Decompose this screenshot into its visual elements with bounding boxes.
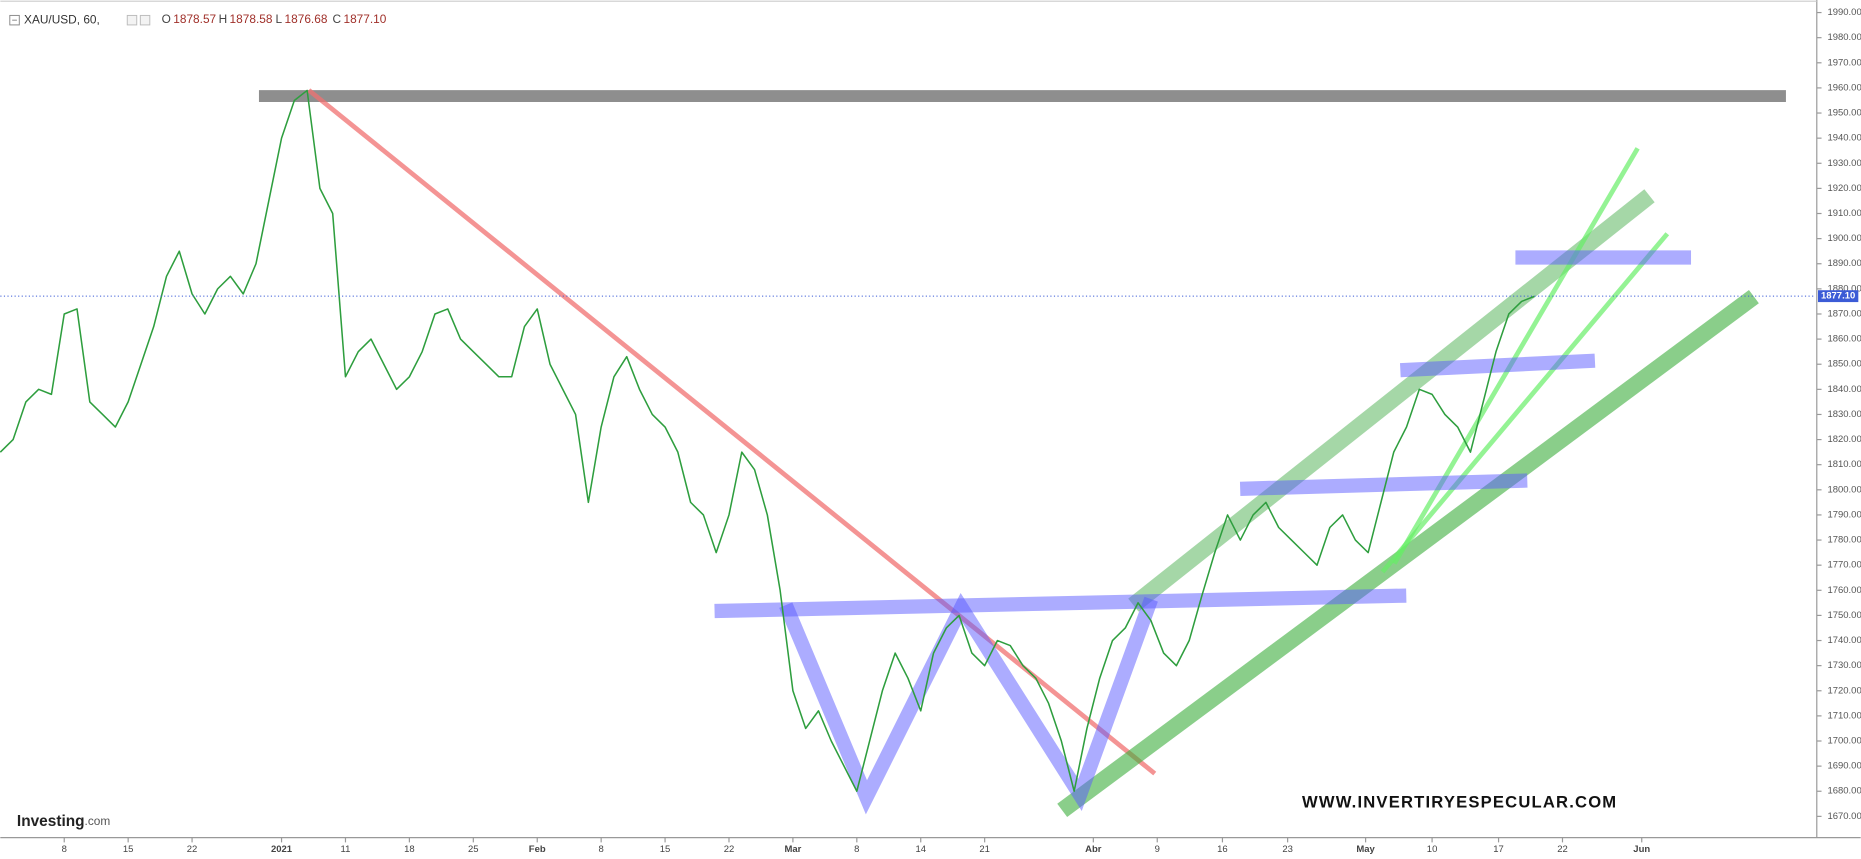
double-bottom-pattern <box>779 593 1158 815</box>
y-tick-label: 1790.00 <box>1827 509 1861 520</box>
symbol-title: XAU/USD, 60, <box>24 12 100 26</box>
y-tick-label: 1750.00 <box>1827 610 1861 621</box>
collapse-icon[interactable] <box>9 14 20 26</box>
y-tick-label: 1890.00 <box>1827 258 1861 269</box>
ohlc-item: H 1878.58 <box>219 12 273 26</box>
last-price-box <box>1817 290 1859 303</box>
ohlc-item: L 1876.68 <box>276 12 328 26</box>
y-tick-label: 1710.00 <box>1827 710 1861 721</box>
x-tick-label: 9 <box>1155 844 1160 855</box>
y-tick-label: 1810.00 <box>1827 459 1861 470</box>
ohlc-value: 1877.10 <box>343 12 386 26</box>
x-tick-label: 22 <box>1557 844 1568 855</box>
x-tick-label: Abr <box>1085 844 1102 855</box>
neckline-band <box>714 588 1407 619</box>
x-tick-label: 2021 <box>271 844 293 855</box>
logo: Investing.com <box>17 813 110 830</box>
ohlc-name: C <box>333 12 342 26</box>
y-tick-label: 1850.00 <box>1827 359 1861 370</box>
channel-lower <box>1057 289 1759 818</box>
x-tick-label: 18 <box>404 844 415 855</box>
steep-trend <box>1392 147 1640 565</box>
x-tick-label: Mar <box>784 844 801 855</box>
y-tick-label: 1900.00 <box>1827 233 1861 244</box>
x-tick-label: 17 <box>1493 844 1504 855</box>
x-tick-label: 8 <box>62 844 67 855</box>
y-tick-label: 1930.00 <box>1827 158 1861 169</box>
y-tick-label: 1980.00 <box>1827 32 1861 43</box>
y-tick-label: 1670.00 <box>1827 811 1861 822</box>
x-tick-label: 23 <box>1282 844 1293 855</box>
y-tick-label: 1860.00 <box>1827 334 1861 345</box>
y-tick-label: 1700.00 <box>1827 736 1861 747</box>
x-tick-label: 11 <box>341 844 351 855</box>
close-icon[interactable] <box>139 14 151 26</box>
x-tick-label: 15 <box>123 844 134 855</box>
ohlc-value: 1878.58 <box>230 12 273 26</box>
y-tick-label: 1820.00 <box>1827 434 1861 445</box>
y-tick-label: 1940.00 <box>1827 133 1861 144</box>
y-tick-label: 1800.00 <box>1827 484 1861 495</box>
y-tick-label: 1720.00 <box>1827 685 1861 696</box>
logo-suffix: .com <box>85 814 111 828</box>
y-tick-label: 1880.00 <box>1827 283 1861 294</box>
y-tick-label: 1690.00 <box>1827 761 1861 772</box>
ohlc-item: O 1878.57 <box>162 12 216 26</box>
y-tick-label: 1910.00 <box>1827 208 1861 219</box>
x-tick-label: 22 <box>724 844 735 855</box>
y-tick-label: 1740.00 <box>1827 635 1861 646</box>
watermark: WWW.INVERTIRYESPECULAR.COM <box>1302 793 1617 812</box>
data-layer: 1670.00 1680.00 1690.00 1700.00 1710.00 1720.… <box>0 7 1861 855</box>
y-tick-label: 1950.00 <box>1827 108 1861 119</box>
x-tick-label: 22 <box>187 844 198 855</box>
ohlc-value: 1876.68 <box>285 12 328 26</box>
x-tick-label: 14 <box>915 844 926 855</box>
x-tick-label: 15 <box>660 844 671 855</box>
y-tick-label: 1840.00 <box>1827 384 1861 395</box>
y-tick-label: 1760.00 <box>1827 585 1861 596</box>
x-tick-label: 21 <box>979 844 990 855</box>
y-tick-label: 1780.00 <box>1827 535 1861 546</box>
y-tick-label: 1680.00 <box>1827 786 1861 797</box>
x-tick-label: 25 <box>468 844 479 855</box>
x-tick-label: Feb <box>529 844 546 855</box>
x-tick-label: 8 <box>854 844 859 855</box>
support-band <box>1399 353 1596 378</box>
y-tick-label: 1990.00 <box>1827 7 1861 18</box>
y-tick-label: 1920.00 <box>1827 183 1861 194</box>
support-band <box>1239 473 1528 496</box>
y-tick-label: 1770.00 <box>1827 560 1861 571</box>
x-tick-label: May <box>1356 844 1375 855</box>
logo-name: Investing <box>17 813 85 830</box>
y-tick-label: 1830.00 <box>1827 409 1861 420</box>
last-price-label: 1877.10 <box>1821 291 1855 302</box>
downtrend-line <box>307 88 1157 776</box>
mid-trend <box>1380 232 1670 574</box>
y-tick-label: 1870.00 <box>1827 308 1861 319</box>
y-tick-label: 1960.00 <box>1827 82 1861 93</box>
settings-icon[interactable] <box>126 14 138 26</box>
ohlc-value: 1878.57 <box>173 12 216 26</box>
ohlc-name: H <box>219 12 228 26</box>
x-tick-label: 10 <box>1427 844 1438 855</box>
y-tick-label: 1970.00 <box>1827 57 1861 68</box>
x-tick-label: 16 <box>1217 844 1228 855</box>
ohlc-item: C 1877.10 <box>333 12 387 26</box>
x-tick-label: Jun <box>1633 844 1650 855</box>
price-line <box>0 89 1535 793</box>
y-tick-label: 1730.00 <box>1827 660 1861 671</box>
ohlc-name: L <box>276 12 283 26</box>
ohlc-name: O <box>162 12 171 26</box>
ohlc-group: O 1878.57 H 1878.58 L 1876.68 C 1877.10 <box>162 12 387 26</box>
x-tick-label: 8 <box>599 844 604 855</box>
